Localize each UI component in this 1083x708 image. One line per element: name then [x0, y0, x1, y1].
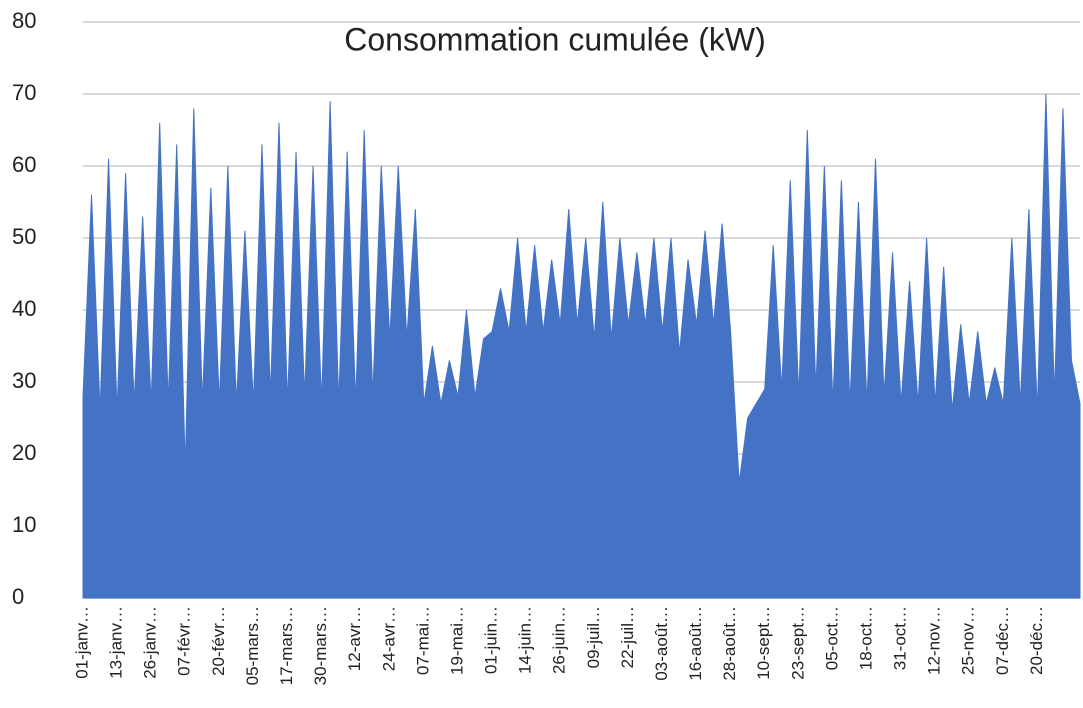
chart-title: Consommation cumulée (kW) — [344, 21, 765, 57]
x-tick-label: 12-avr… — [345, 606, 364, 671]
area — [82, 93, 1081, 599]
y-tick-label: 20 — [12, 440, 36, 465]
x-tick-label: 20-déc… — [1027, 606, 1046, 675]
x-tick-label: 03-août… — [652, 606, 671, 681]
x-tick-label: 19-mai… — [447, 606, 466, 675]
y-tick-label: 40 — [12, 296, 36, 321]
x-tick-label: 30-mars… — [311, 606, 330, 685]
x-tick-label: 01-juin… — [482, 606, 501, 674]
y-tick-label: 80 — [12, 8, 36, 33]
y-tick-label: 50 — [12, 224, 36, 249]
y-tick-label: 0 — [12, 584, 24, 609]
x-tick-label: 16-août… — [686, 606, 705, 681]
x-tick-label: 22-juil… — [618, 606, 637, 668]
x-tick-label: 17-mars… — [277, 606, 296, 685]
x-tick-label: 25-nov… — [959, 606, 978, 675]
x-tick-label: 07-déc… — [993, 606, 1012, 675]
x-tick-label: 14-juin… — [516, 606, 535, 674]
x-tick-label: 12-nov… — [925, 606, 944, 675]
x-tick-label: 24-avr… — [379, 606, 398, 671]
x-tick-label: 10-sept… — [754, 606, 773, 680]
x-tick-label: 07-févr… — [175, 606, 194, 676]
x-tick-label: 28-août… — [720, 606, 739, 681]
x-tick-label: 07-mai… — [413, 606, 432, 675]
y-tick-label: 10 — [12, 512, 36, 537]
x-tick-label: 18-oct… — [856, 606, 875, 670]
y-tick-label: 60 — [12, 152, 36, 177]
x-tick-label: 01-janv… — [72, 606, 91, 679]
x-tick-label: 20-févr… — [209, 606, 228, 676]
y-tick-label: 30 — [12, 368, 36, 393]
x-tick-label: 05-oct… — [822, 606, 841, 670]
x-tick-label: 05-mars… — [243, 606, 262, 685]
x-tick-label: 09-juil… — [584, 606, 603, 668]
x-tick-label: 31-oct… — [891, 606, 910, 670]
x-tick-label: 26-juin… — [550, 606, 569, 674]
x-tick-label: 23-sept… — [788, 606, 807, 680]
x-tick-label: 26-janv… — [141, 606, 160, 679]
y-tick-label: 70 — [12, 80, 36, 105]
x-tick-label: 13-janv… — [107, 606, 126, 679]
